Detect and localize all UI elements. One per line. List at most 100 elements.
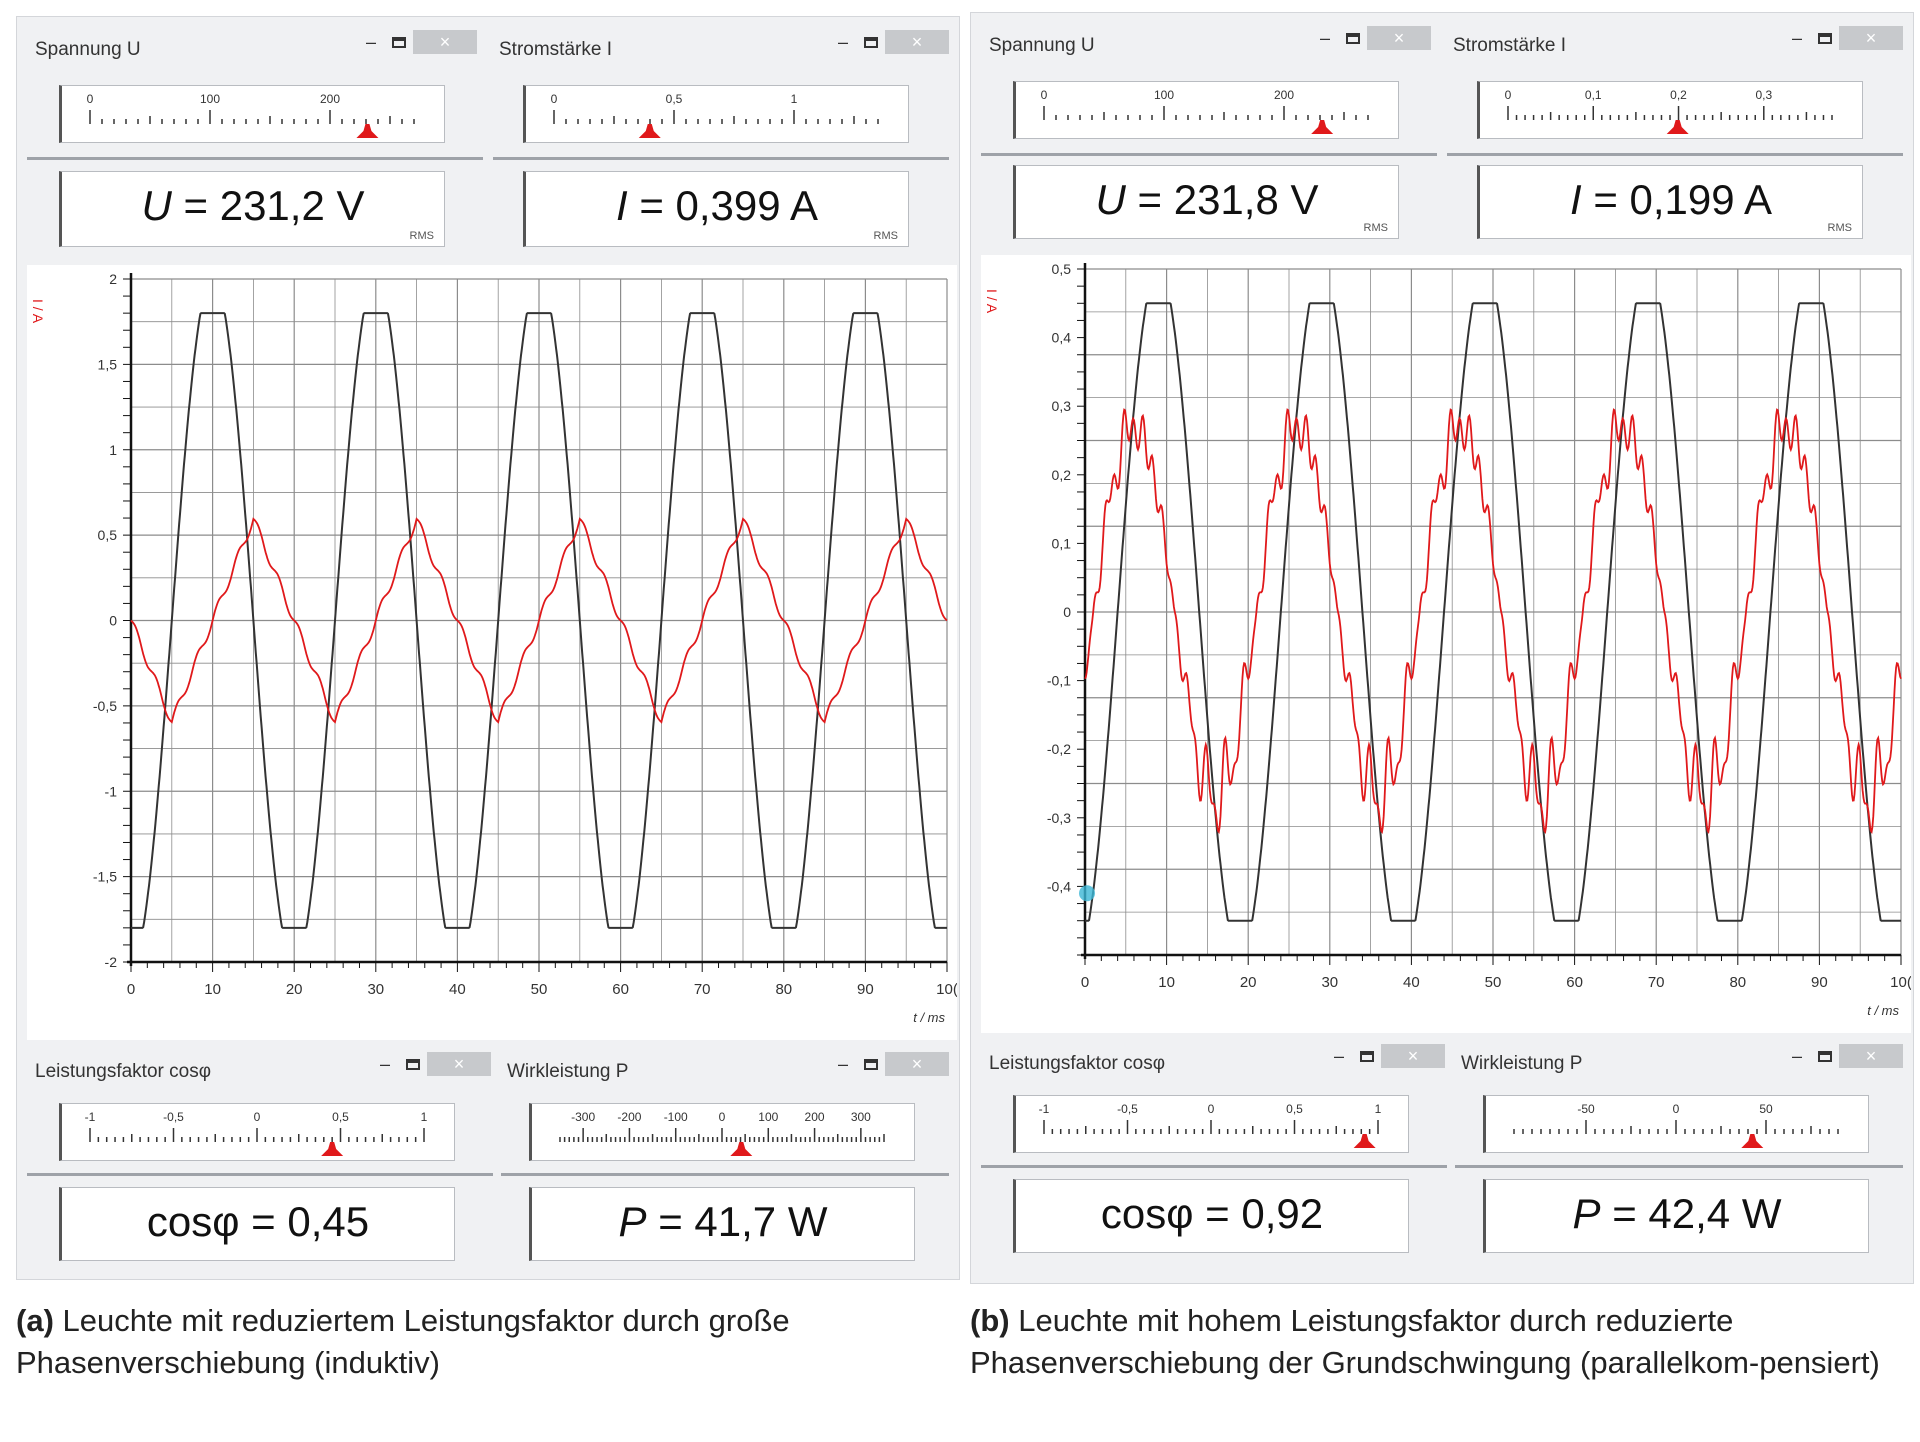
- maximize-icon: [1346, 32, 1360, 44]
- close-button[interactable]: ×: [1367, 26, 1431, 50]
- minimize-button[interactable]: –: [837, 31, 848, 52]
- scale-tick-label: 0: [1673, 1102, 1680, 1116]
- scale-tick-label: 200: [805, 1110, 825, 1124]
- maximize-button[interactable]: [857, 36, 885, 48]
- scale-tick-label: 100: [1154, 88, 1174, 102]
- separator: [27, 1173, 493, 1176]
- current-voltage-chart: 0,5 0,4 0,3 0,2 0,1 0 -0,1 -0,2 -0,3 -0,4 0 10 20 30 4…: [984, 261, 1912, 1018]
- minimize-button[interactable]: –: [837, 1053, 848, 1074]
- power-readout: P = 41,7 W: [618, 1198, 828, 1245]
- y-tick-label: 2: [109, 271, 117, 287]
- plot-grid: [1084, 268, 1902, 956]
- close-button[interactable]: ×: [885, 1052, 949, 1076]
- minimize-button[interactable]: –: [1791, 1045, 1802, 1066]
- x-tick-label: 10(: [936, 981, 957, 998]
- power-window-title: Wirkleistung P: [1461, 1053, 1583, 1074]
- scale-tick-label: -0,5: [1117, 1102, 1138, 1116]
- scale-tick-label: 0,1: [1585, 88, 1602, 102]
- power-window-title: Wirkleistung P: [507, 1061, 629, 1082]
- rms-label: RMS: [409, 230, 434, 242]
- powerfactor-window-titlebar: Leistungsfaktor cosφ – ×: [985, 1043, 1445, 1083]
- y-tick-label: -0,5: [93, 698, 117, 714]
- maximize-icon: [1818, 1050, 1832, 1062]
- current-window-title: Stromstärke I: [499, 39, 612, 60]
- voltage-readout: U = 231,8 V: [1095, 176, 1319, 223]
- current-window-title: Stromstärke I: [1453, 35, 1566, 56]
- minimize-button[interactable]: –: [1319, 27, 1330, 48]
- y-tick-label: 0,3: [1052, 398, 1072, 414]
- screen-panel-a: Spannung U – × 0 100 200 U = 231,2 V RMS S…: [16, 16, 960, 1280]
- scale-tick-label: 200: [320, 92, 340, 106]
- x-tick-label: 40: [1403, 974, 1420, 991]
- close-button[interactable]: ×: [1839, 26, 1903, 50]
- scale-tick-label: 0: [1505, 88, 1512, 102]
- maximize-button[interactable]: [857, 1058, 885, 1070]
- x-tick-label: 60: [1566, 974, 1583, 991]
- y-tick-label: -0,3: [1047, 810, 1071, 826]
- minimize-button[interactable]: –: [379, 1053, 390, 1074]
- x-tick-label: 10: [204, 981, 221, 998]
- voltage-window-title: Spannung U: [989, 35, 1095, 56]
- close-button[interactable]: ×: [1381, 1044, 1445, 1068]
- scale-tick-label: 0: [719, 1110, 726, 1124]
- scale-tick-label: 0: [254, 1110, 261, 1124]
- maximize-icon: [1360, 1050, 1374, 1062]
- x-tick-label: 10: [1158, 974, 1175, 991]
- y-axis-label: I / A: [984, 289, 1000, 314]
- power-window-titlebar: Wirkleistung P – ×: [1457, 1043, 1903, 1083]
- scale-tick-label: 1: [791, 92, 798, 106]
- scale-tick-label: 0: [551, 92, 558, 106]
- maximize-button[interactable]: [385, 36, 413, 48]
- maximize-button[interactable]: [1811, 32, 1839, 44]
- separator: [501, 1173, 949, 1176]
- maximize-button[interactable]: [1339, 32, 1367, 44]
- voltage-readout: U = 231,2 V: [141, 182, 365, 229]
- maximize-icon: [392, 36, 406, 48]
- scale-marker-icon: [356, 124, 379, 138]
- voltage-readout-box: U = 231,2 V RMS: [59, 171, 445, 247]
- separator: [981, 153, 1437, 156]
- scale-marker-icon: [638, 124, 661, 138]
- current-readout: I = 0,199 A: [1569, 176, 1772, 223]
- minimize-button[interactable]: –: [1333, 1045, 1344, 1066]
- maximize-icon: [864, 36, 878, 48]
- maximize-button[interactable]: [1353, 1050, 1381, 1062]
- rms-label: RMS: [873, 230, 898, 242]
- scale-tick-label: -100: [664, 1110, 688, 1124]
- oscilloscope-plot[interactable]: 0,5 0,4 0,3 0,2 0,1 0 -0,1 -0,2 -0,3 -0,4 0 10 20 30 4…: [981, 255, 1912, 1033]
- y-tick-label: -0,4: [1047, 878, 1071, 894]
- minimize-button[interactable]: –: [365, 31, 376, 52]
- voltage-window-titlebar: Spannung U – ×: [985, 25, 1431, 65]
- caption-b: (b) Leuchte mit hohem Leistungsfaktor du…: [970, 1303, 1880, 1380]
- close-button[interactable]: ×: [413, 30, 477, 54]
- y-tick-label: -0,2: [1047, 741, 1071, 757]
- scale-marker-icon: [1353, 1134, 1376, 1148]
- current-window-titlebar: Stromstärke I – ×: [1449, 25, 1903, 65]
- scale-tick-label: 50: [1759, 1102, 1773, 1116]
- x-tick-label: 70: [694, 981, 711, 998]
- separator: [1455, 1165, 1903, 1168]
- scale-marker-icon: [321, 1142, 344, 1156]
- current-analog-scale: 0 0,1 0,2 0,3: [1477, 81, 1863, 139]
- close-button[interactable]: ×: [427, 1052, 491, 1076]
- power-analog-scale: -50 0 50: [1483, 1095, 1869, 1153]
- scale-tick-label: 0,5: [666, 92, 683, 106]
- scale-tick-label: -0,5: [163, 1110, 184, 1124]
- x-axis-label: t / ms: [913, 1010, 945, 1025]
- maximize-button[interactable]: [399, 1058, 427, 1070]
- scale-tick-label: -1: [1039, 1102, 1050, 1116]
- scale-tick-label: 0: [1041, 88, 1048, 102]
- minimize-button[interactable]: –: [1791, 27, 1802, 48]
- x-axis-label: t / ms: [1867, 1003, 1899, 1018]
- close-button[interactable]: ×: [885, 30, 949, 54]
- scale-tick-label: 0: [1208, 1102, 1215, 1116]
- scale-marker-icon: [1311, 120, 1334, 134]
- oscilloscope-plot[interactable]: 2 1,5 1 0,5 0 -0,5 -1 -1,5 -2 0 10 20 30 40 50 60 70 80 90…: [27, 265, 958, 1040]
- x-tick-label: 80: [1729, 974, 1746, 991]
- current-readout-box: I = 0,399 A RMS: [523, 171, 909, 247]
- close-button[interactable]: ×: [1839, 1044, 1903, 1068]
- current-readout-box: I = 0,199 A RMS: [1477, 165, 1863, 239]
- y-tick-label: 0,2: [1052, 467, 1072, 483]
- maximize-button[interactable]: [1811, 1050, 1839, 1062]
- power-readout-box: P = 41,7 W: [529, 1187, 915, 1261]
